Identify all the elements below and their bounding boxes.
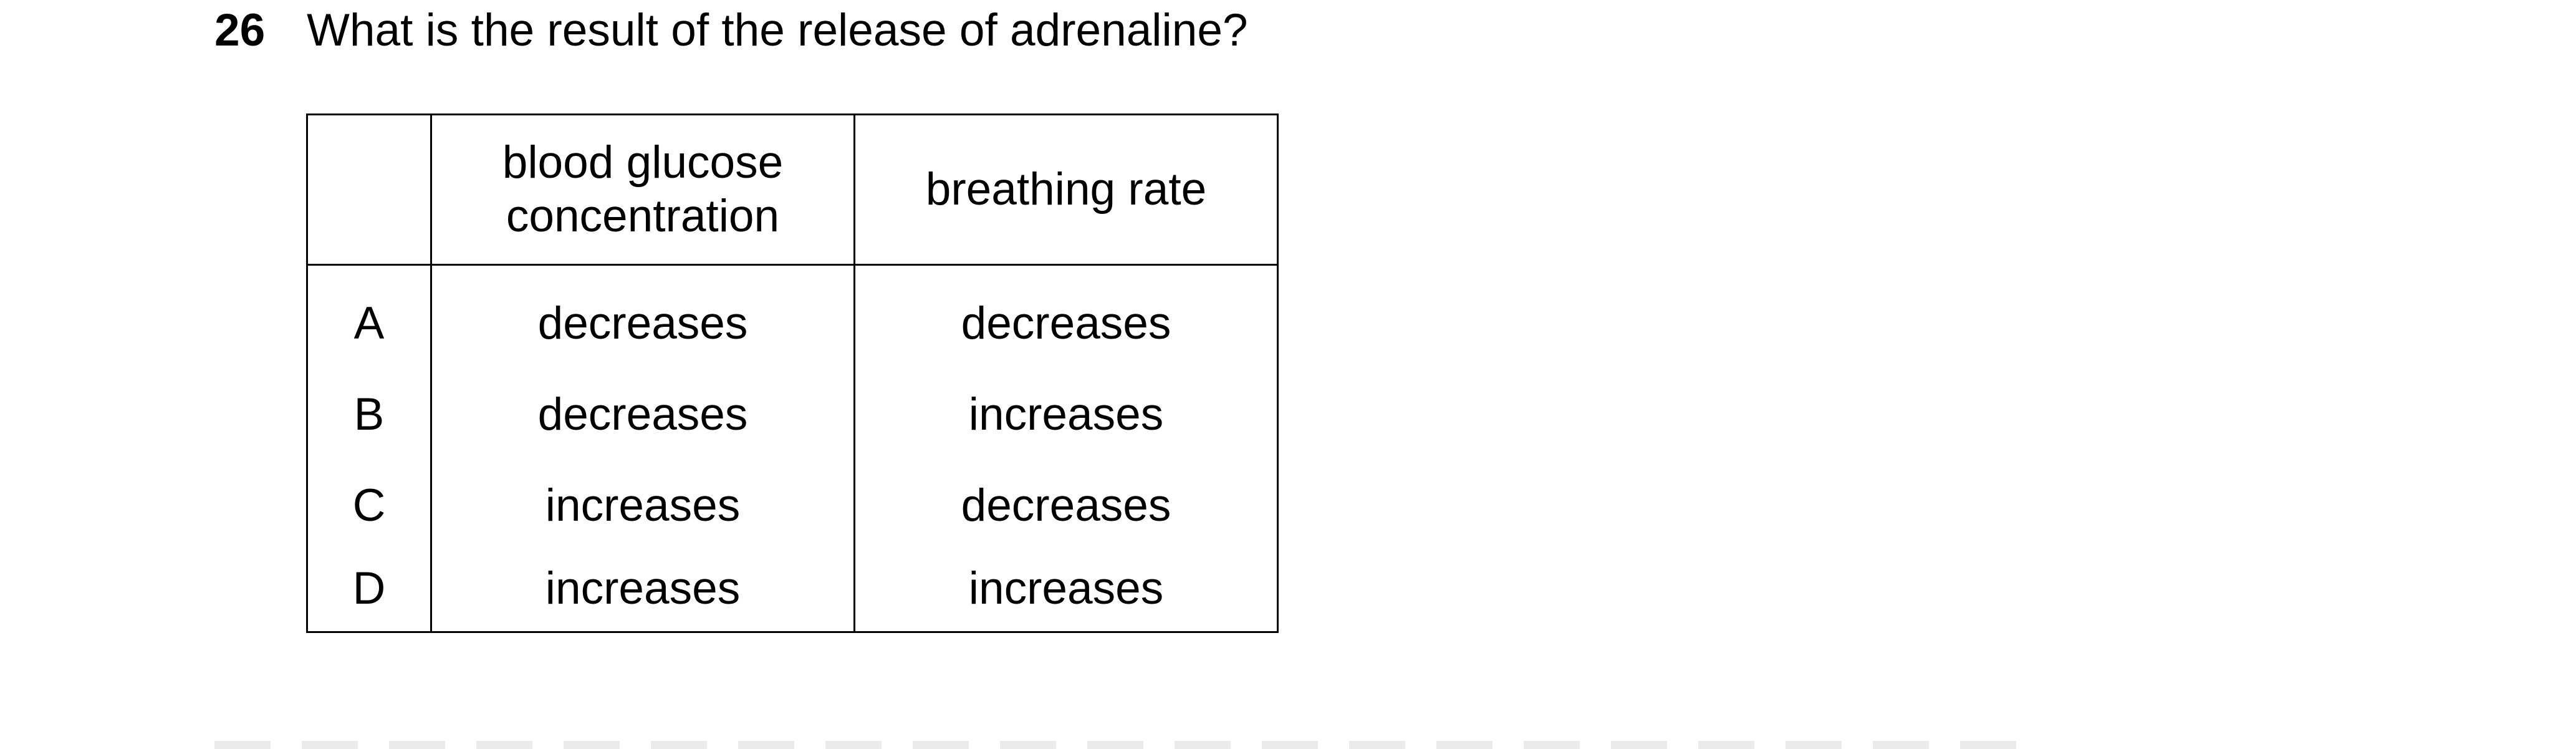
question-text: What is the result of the release of adr…	[307, 4, 1248, 56]
answer-table: blood glucose concentration breathing ra…	[306, 114, 1279, 633]
option-letter: C	[306, 460, 432, 551]
option-letter: D	[306, 551, 432, 633]
option-letter: B	[306, 369, 432, 460]
breathing-value: increases	[853, 551, 1279, 633]
glucose-value: increases	[430, 460, 855, 551]
question-header: 26 What is the result of the release of …	[214, 0, 1248, 60]
header-breathing-rate: breathing rate	[853, 114, 1279, 266]
table-row: C increases decreases	[306, 460, 1279, 551]
header-letter-cell	[306, 114, 432, 266]
table-header-row: blood glucose concentration breathing ra…	[306, 114, 1279, 266]
breathing-value: increases	[853, 369, 1279, 460]
option-letter: A	[306, 264, 432, 369]
breathing-value: decreases	[853, 264, 1279, 369]
table-row: A decreases decreases	[306, 264, 1279, 369]
breathing-value: decreases	[853, 460, 1279, 551]
glucose-value: decreases	[430, 264, 855, 369]
question-number: 26	[214, 4, 266, 56]
table-row: B decreases increases	[306, 369, 1279, 460]
header-blood-glucose: blood glucose concentration	[430, 114, 855, 266]
cropped-next-question-edge	[214, 741, 2022, 749]
header-blood-glucose-label: blood glucose concentration	[502, 137, 784, 241]
table-row: D increases increases	[306, 551, 1279, 633]
glucose-value: decreases	[430, 369, 855, 460]
glucose-value: increases	[430, 551, 855, 633]
